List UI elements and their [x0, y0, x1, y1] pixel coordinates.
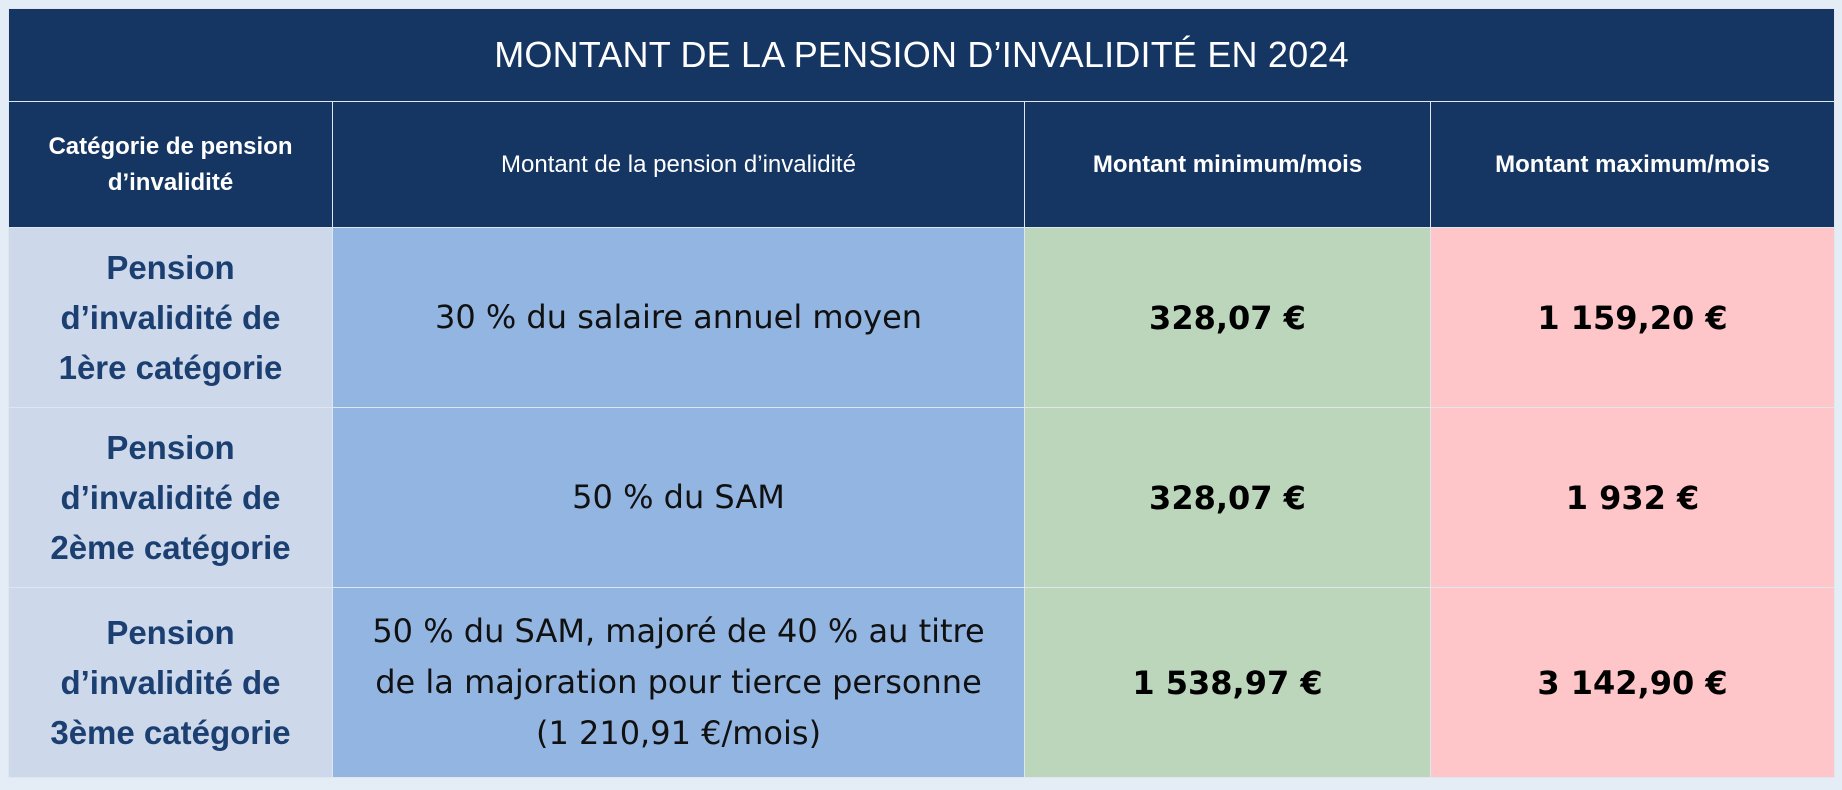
header-amount: Montant de la pension d’invalidité	[332, 101, 1025, 228]
header-category-line: d’invalidité	[107, 168, 234, 196]
category-line: d’invalidité de	[60, 298, 281, 336]
title-row: MONTANT DE LA PENSION D’INVALIDITÉ EN 20…	[7, 8, 1836, 102]
max-amount-cell: 1 932 €	[1429, 407, 1836, 588]
table-row: Pension d’invalidité de 1ère catégorie 3…	[8, 227, 1836, 408]
amount-cell: 50 % du SAM, majoré de 40 % au titre de …	[332, 587, 1025, 778]
category-line: 2ème catégorie	[50, 528, 291, 566]
category-line: Pension	[106, 613, 235, 651]
category-line: Pension	[106, 248, 235, 286]
table-row: Pension d’invalidité de 3ème catégorie 5…	[8, 587, 1836, 778]
header-max: Montant maximum/mois	[1429, 101, 1836, 228]
category-line: d’invalidité de	[60, 478, 281, 516]
pension-table: MONTANT DE LA PENSION D’INVALIDITÉ EN 20…	[7, 8, 1836, 778]
header-row: Catégorie de pension d’invalidité Montan…	[8, 101, 1836, 228]
category-cell: Pension d’invalidité de 3ème catégorie	[8, 587, 333, 778]
category-line: 3ème catégorie	[50, 713, 291, 751]
category-line: d’invalidité de	[60, 663, 281, 701]
table-row: Pension d’invalidité de 2ème catégorie 5…	[8, 407, 1836, 588]
header-category: Catégorie de pension d’invalidité	[8, 101, 333, 228]
amount-line: de la majoration pour tierce personne	[375, 663, 982, 701]
amount-line: (1 210,91 €/mois)	[535, 714, 822, 752]
pension-table-container: MONTANT DE LA PENSION D’INVALIDITÉ EN 20…	[7, 8, 1836, 780]
min-amount-cell: 328,07 €	[1024, 407, 1431, 588]
category-cell: Pension d’invalidité de 2ème catégorie	[8, 407, 333, 588]
max-amount-cell: 3 142,90 €	[1429, 587, 1836, 778]
min-amount-cell: 328,07 €	[1024, 227, 1431, 408]
amount-line: 30 % du salaire annuel moyen	[434, 298, 923, 336]
amount-cell: 30 % du salaire annuel moyen	[332, 227, 1025, 408]
amount-line: 50 % du SAM, majoré de 40 % au titre	[372, 612, 985, 650]
header-min: Montant minimum/mois	[1024, 101, 1431, 228]
table-title: MONTANT DE LA PENSION D’INVALIDITÉ EN 20…	[7, 8, 1836, 102]
category-line: Pension	[106, 428, 235, 466]
category-cell: Pension d’invalidité de 1ère catégorie	[8, 227, 333, 408]
max-amount-cell: 1 159,20 €	[1429, 227, 1836, 408]
header-category-line: Catégorie de pension	[48, 132, 293, 160]
min-amount-cell: 1 538,97 €	[1024, 587, 1431, 778]
category-line: 1ère catégorie	[58, 348, 283, 386]
amount-line: 50 % du SAM	[572, 478, 785, 516]
amount-cell: 50 % du SAM	[332, 407, 1025, 588]
